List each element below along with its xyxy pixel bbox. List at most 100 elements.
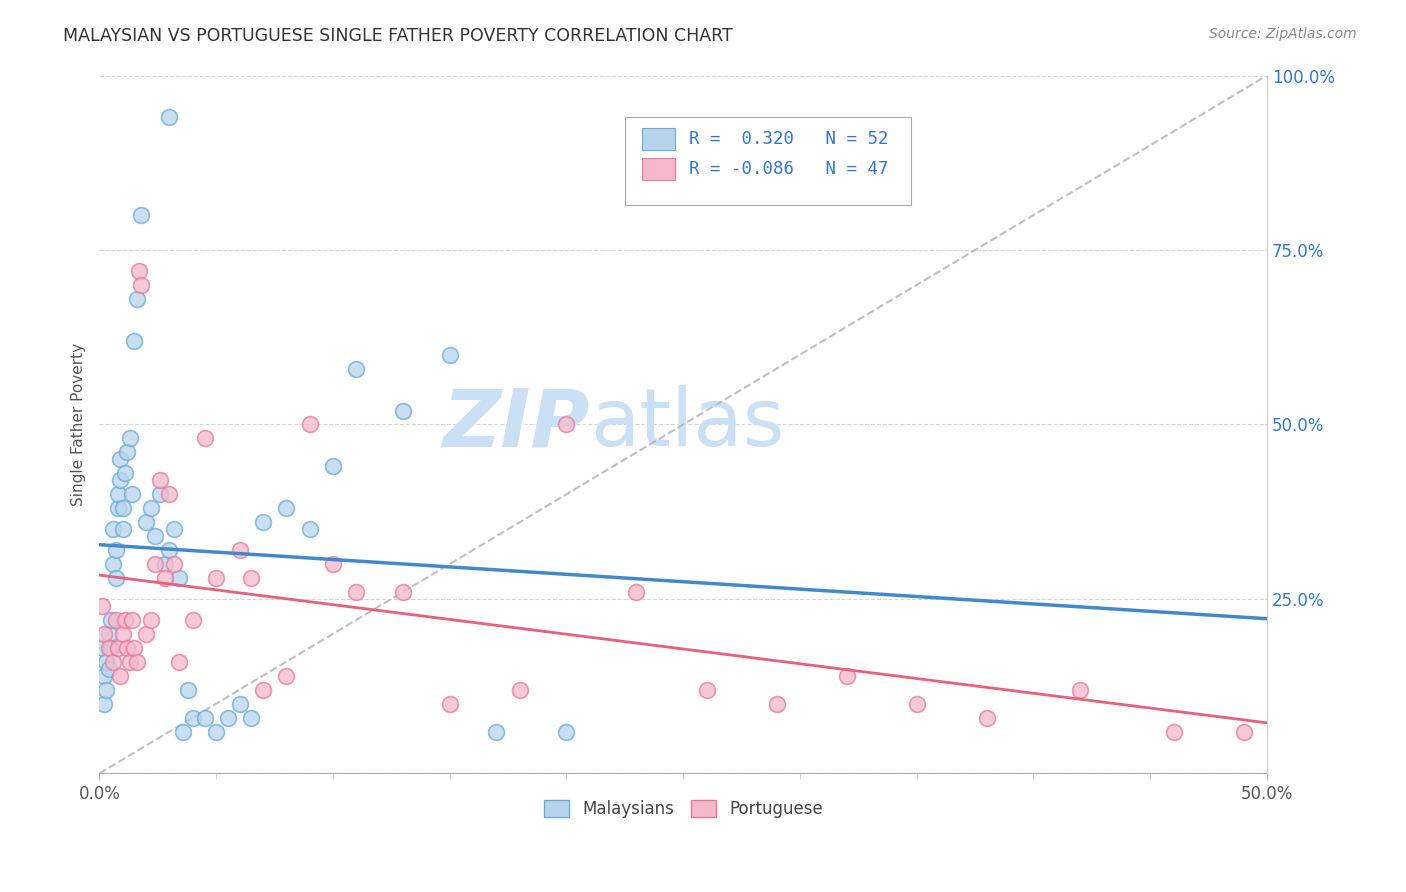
Bar [643,128,675,150]
Point [131,208,153,222]
Bar [643,158,675,180]
Point [139,501,162,516]
Text: MALAYSIAN VS PORTUGUESE SINGLE FATHER POVERTY CORRELATION CHART: MALAYSIAN VS PORTUGUESE SINGLE FATHER PO… [63,27,733,45]
Point [110,669,132,683]
Point [90,599,112,613]
Point [298,522,321,536]
Point [114,467,136,481]
Point [103,557,125,571]
Point [145,557,167,571]
Point [107,487,129,501]
Point [298,417,321,432]
Text: ZIP: ZIP [443,385,589,464]
Point [555,724,578,739]
Point [96,655,118,669]
Point [153,571,176,585]
Point [153,557,176,571]
Point [104,543,127,558]
Bar [643,158,675,180]
Point [135,515,157,529]
Point [252,682,274,697]
Y-axis label: Single Father Poverty: Single Father Poverty [72,343,86,506]
Point [103,522,125,536]
Point [1163,724,1185,739]
Point [485,724,508,739]
Point [905,697,928,711]
Point [159,543,181,558]
Point [100,640,122,655]
Point [181,613,204,627]
Bar [643,128,675,150]
Point [240,571,263,585]
Point [159,487,181,501]
Point [228,543,250,558]
Point [124,334,146,348]
Point [97,640,120,655]
Point [131,277,153,292]
Point [344,585,367,599]
Point [107,501,129,516]
Point [439,697,461,711]
Point [392,585,415,599]
Point [111,501,134,516]
Point [167,571,190,585]
Point [90,640,112,655]
Point [173,724,195,739]
Point [139,613,162,627]
Point [110,452,132,467]
Point [111,522,134,536]
Point [100,613,122,627]
Point [1069,682,1091,697]
Point [128,264,150,278]
Point [240,710,263,724]
Point [167,655,190,669]
Point [276,669,298,683]
Point [125,292,148,306]
Point [181,710,204,724]
Point [1232,724,1254,739]
Point [163,522,186,536]
Point [765,697,787,711]
Point [121,487,143,501]
Point [163,557,186,571]
Point [107,640,129,655]
Point [145,529,167,543]
Point [103,655,125,669]
Point [96,682,118,697]
Point [177,682,200,697]
Point [104,571,127,585]
Point [93,669,115,683]
Point [97,627,120,641]
Point [252,515,274,529]
Text: R =  0.320   N = 52: R = 0.320 N = 52 [689,130,889,148]
Point [93,627,115,641]
Text: atlas: atlas [589,385,785,464]
Point [93,697,115,711]
Point [322,459,344,474]
Point [626,585,648,599]
Point [205,724,228,739]
Point [121,613,143,627]
Point [124,640,146,655]
Point [205,571,228,585]
Point [193,432,215,446]
Point [149,487,172,501]
Point [439,348,461,362]
Point [117,640,139,655]
Text: Source: ZipAtlas.com: Source: ZipAtlas.com [1209,27,1357,41]
Point [111,627,134,641]
Point [110,473,132,487]
Point [125,655,148,669]
Point [835,669,858,683]
Point [159,111,181,125]
Point [217,710,239,724]
Point [555,417,578,432]
Point [114,613,136,627]
Point [118,432,141,446]
Legend: Malaysians, Portuguese: Malaysians, Portuguese [537,793,830,824]
Point [97,662,120,676]
Point [322,557,344,571]
Point [117,445,139,459]
Point [392,403,415,417]
Point [696,682,718,697]
